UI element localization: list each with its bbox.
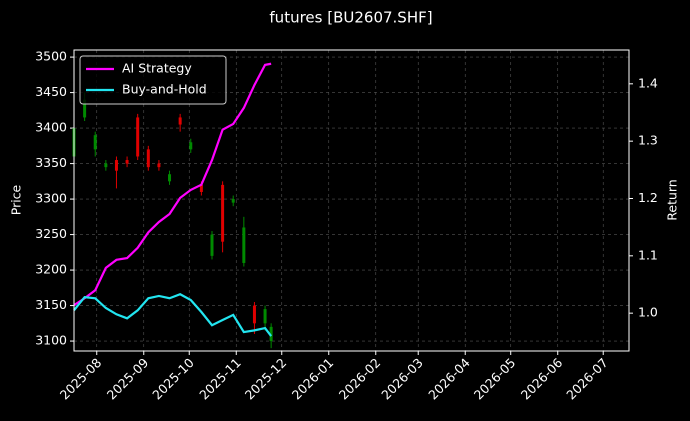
y-axis-label: Price [9, 184, 24, 215]
candle-body [104, 163, 108, 168]
y2-tick-label: 1.0 [638, 305, 658, 320]
y-tick-label: 3250 [35, 226, 67, 241]
y-tick-label: 3450 [35, 84, 67, 99]
candle-body [263, 309, 267, 324]
y2-tick-label: 1.4 [638, 75, 658, 90]
series-line [73, 293, 273, 337]
candle-body [189, 142, 193, 150]
y-tick-label: 3100 [35, 333, 67, 348]
y2-axis-label: Return [665, 179, 680, 220]
candle-body [199, 184, 203, 192]
candle-body [125, 160, 129, 164]
candle-body [114, 160, 118, 171]
plot-frame [73, 49, 630, 352]
candle-body [146, 149, 150, 168]
y-tick-label: 3200 [35, 262, 67, 277]
candle-body [93, 135, 97, 150]
candle-body [252, 305, 256, 324]
candle-body [221, 184, 225, 242]
series-line [73, 62, 272, 307]
y2-tick-label: 1.3 [638, 133, 658, 148]
candle-body [157, 163, 161, 168]
candle-body [136, 117, 140, 157]
candle-body [178, 117, 182, 125]
candle-body [210, 234, 214, 256]
chart-title: futures [BU2607.SHF] [269, 9, 432, 27]
candle-body [83, 99, 87, 118]
legend-box [79, 55, 227, 105]
y-tick-label: 3400 [35, 120, 67, 135]
candle-body [231, 199, 235, 203]
y-tick-label: 3350 [35, 155, 67, 170]
candle-body [168, 174, 172, 182]
y2-tick-label: 1.1 [638, 247, 658, 262]
y-tick-label: 3150 [35, 297, 67, 312]
legend-label: AI Strategy [122, 61, 192, 76]
legend: AI Strategy Buy-and-Hold [79, 55, 227, 105]
legend-label: Buy-and-Hold [122, 82, 207, 97]
y-tick-label: 3500 [35, 49, 67, 64]
candle-body [269, 326, 273, 342]
y2-tick-label: 1.2 [638, 190, 658, 205]
candle-body [242, 227, 246, 263]
y-tick-label: 3300 [35, 191, 67, 206]
